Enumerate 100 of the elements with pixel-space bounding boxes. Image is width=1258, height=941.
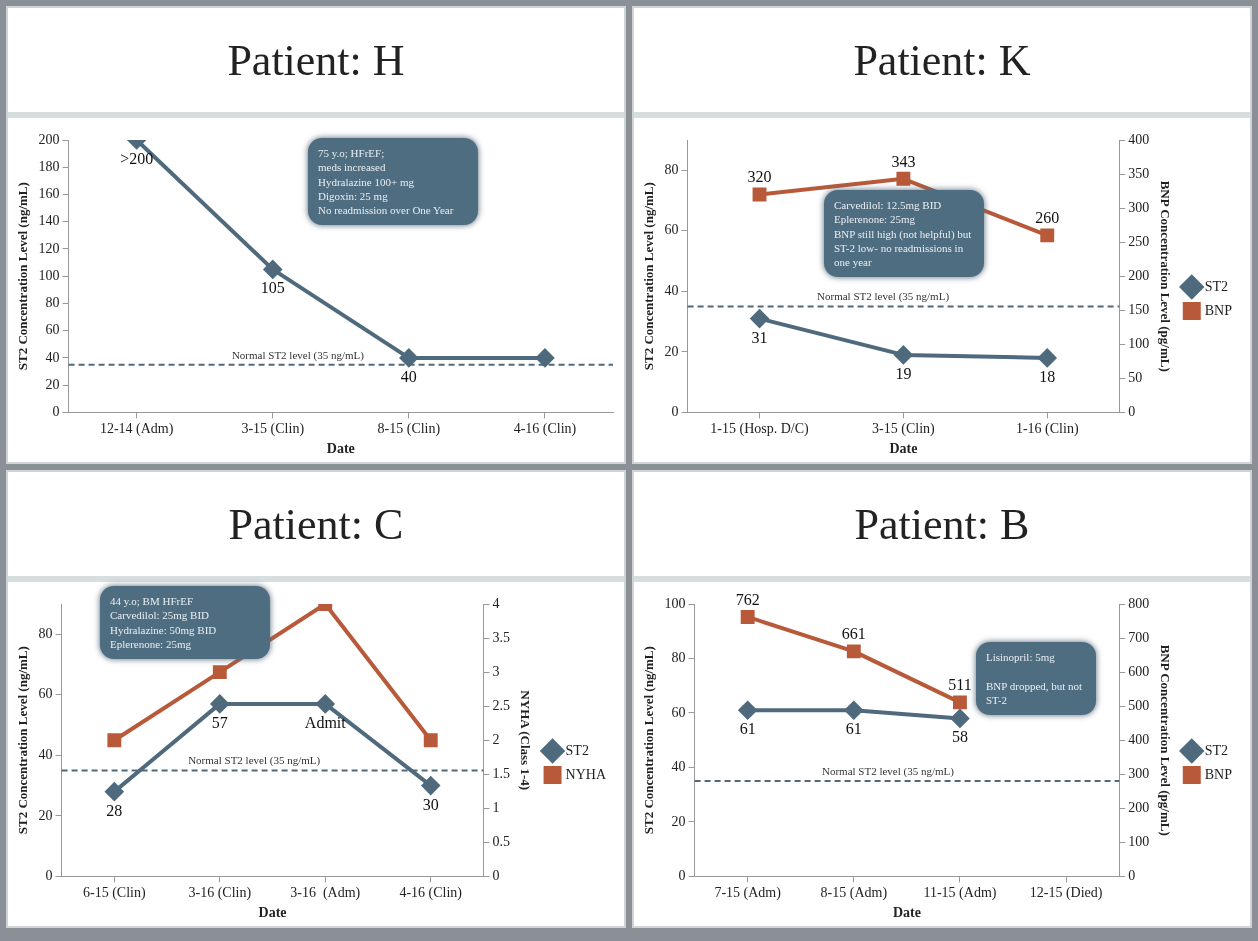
point	[423, 733, 438, 748]
point	[953, 695, 967, 710]
point	[846, 644, 861, 659]
point	[1040, 228, 1055, 243]
data-label: 762	[735, 590, 760, 608]
point	[399, 348, 418, 367]
y-tick-label: 60	[45, 322, 60, 338]
y2-axis-title: NYHA (Class 1-4)	[518, 690, 534, 791]
x-tick-label: 8-15 (Clin)	[377, 421, 441, 438]
point	[750, 309, 769, 328]
x-axis-title: Date	[892, 905, 921, 921]
y-tick-label: 20	[38, 807, 53, 823]
y2-tick-label: 200	[1128, 267, 1150, 283]
y2-tick-label: 0.5	[492, 834, 510, 850]
x-axis-title: Date	[889, 441, 918, 457]
y2-tick-label: 3.5	[492, 629, 510, 645]
y2-tick-label: 400	[1128, 731, 1150, 747]
y2-tick-label: 100	[1128, 335, 1150, 351]
data-label: 661	[841, 625, 866, 643]
y-tick-label: 60	[38, 686, 53, 702]
legend-label: NYHA	[565, 766, 607, 782]
y2-tick-label: 1	[492, 799, 500, 815]
data-label: 19	[895, 364, 912, 382]
y-tick-label: 200	[38, 131, 60, 147]
x-tick-label: 1-15 (Hosp. D/C)	[710, 421, 810, 438]
y2-tick-label: 0	[492, 868, 500, 884]
note-box: Carvedilol: 12.5mg BID Eplerenone: 25mg BNP still high (not helpful) but ST-2 low- no readmissions in one year	[824, 190, 984, 278]
x-tick-label: 1-16 (Clin)	[1015, 421, 1079, 438]
data-label: 57	[211, 713, 228, 731]
x-axis-title: Date	[258, 905, 287, 921]
point	[535, 348, 554, 367]
y-tick-label: 60	[671, 704, 686, 720]
point	[421, 776, 440, 795]
y2-tick-label: 700	[1128, 629, 1150, 645]
legend-label: ST2	[565, 742, 589, 758]
x-tick-label: 4-16 (Clin)	[399, 885, 463, 902]
y-tick-label: 80	[671, 650, 686, 666]
note-box: 75 y.o; HFrEF; meds increased Hydralazine 100+ mg Digoxin: 25 mg No readmission over One Year	[308, 138, 478, 226]
x-tick-label: 3-15 (Clin)	[241, 421, 305, 438]
y-tick-label: 40	[671, 759, 686, 775]
y2-tick-label: 0	[1128, 868, 1136, 884]
y-tick-label: 160	[38, 186, 60, 202]
data-label: Admit	[304, 713, 347, 731]
note-box: 44 y.o; BM HFrEF Carvedilol: 25mg BID Hydralazine: 50mg BID Eplerenone: 25mg	[100, 586, 270, 660]
y2-tick-label: 600	[1128, 663, 1150, 679]
point	[212, 665, 227, 680]
legend-label: BNP	[1204, 766, 1233, 782]
y2-tick-label: 800	[1128, 595, 1150, 611]
y2-tick-label: 0	[1128, 404, 1136, 420]
data-label: 260	[1035, 209, 1060, 227]
y-tick-label: 20	[664, 343, 679, 359]
ref-line-label: Normal ST2 level (35 ng/mL)	[188, 754, 321, 768]
y-tick-label: 20	[45, 376, 60, 392]
y-tick-label: 180	[38, 158, 60, 174]
data-label: 105	[260, 279, 285, 297]
y-axis-title: ST2 Concentration Level (ng/mL)	[641, 646, 657, 835]
y2-tick-label: 200	[1128, 799, 1150, 815]
y2-axis-title: BNP Concentration Level (pg/mL)	[1157, 644, 1173, 836]
x-tick-label: 8-15 (Adm)	[820, 885, 888, 902]
y-tick-label: 20	[671, 813, 686, 829]
y-tick-label: 80	[38, 625, 53, 641]
y-tick-label: 0	[678, 868, 686, 884]
x-tick-label: 6-15 (Clin)	[83, 885, 146, 902]
y-tick-label: 40	[664, 283, 679, 299]
y-tick-label: 0	[45, 868, 53, 884]
x-tick-label: 3-15 (Clin)	[872, 421, 936, 438]
point	[263, 260, 282, 279]
legend-label: BNP	[1204, 302, 1233, 318]
y2-tick-label: 2.5	[492, 697, 510, 713]
chart-title: Patient: B	[634, 472, 1250, 582]
y2-tick-label: 3	[492, 663, 500, 679]
point	[740, 609, 755, 624]
y-tick-label: 100	[38, 267, 60, 283]
y2-tick-label: 400	[1128, 131, 1150, 147]
point	[896, 171, 911, 186]
y-tick-label: 0	[671, 404, 679, 420]
y2-tick-label: 300	[1128, 765, 1150, 781]
y-tick-label: 100	[664, 595, 686, 611]
point	[752, 187, 767, 202]
y2-tick-label: 4	[492, 595, 500, 611]
data-label: 320	[747, 168, 772, 186]
ref-line-label: Normal ST2 level (35 ng/mL)	[817, 290, 950, 304]
data-label: 343	[891, 152, 916, 170]
y-tick-label: 40	[45, 349, 60, 365]
ref-line-label: Normal ST2 level (35 ng/mL)	[821, 765, 955, 779]
y-axis-title: ST2 Concentration Level (ng/mL)	[15, 646, 31, 835]
y-axis-title: ST2 Concentration Level (ng/mL)	[15, 182, 31, 371]
y2-axis-title: BNP Concentration Level (pg/mL)	[1157, 180, 1173, 372]
y-tick-label: 0	[52, 404, 60, 420]
data-label: >200	[120, 150, 154, 167]
x-axis-title: Date	[326, 441, 355, 457]
legend-label: ST2	[1204, 742, 1229, 758]
x-tick-label: 4-16 (Clin)	[513, 421, 577, 438]
point	[1038, 348, 1057, 367]
point	[105, 782, 124, 801]
data-label: 61	[845, 720, 862, 738]
point	[107, 733, 122, 748]
y2-tick-label: 2	[492, 731, 500, 747]
x-tick-label: 12-15 (Died)	[1029, 885, 1103, 902]
data-label: 18	[1039, 367, 1056, 385]
